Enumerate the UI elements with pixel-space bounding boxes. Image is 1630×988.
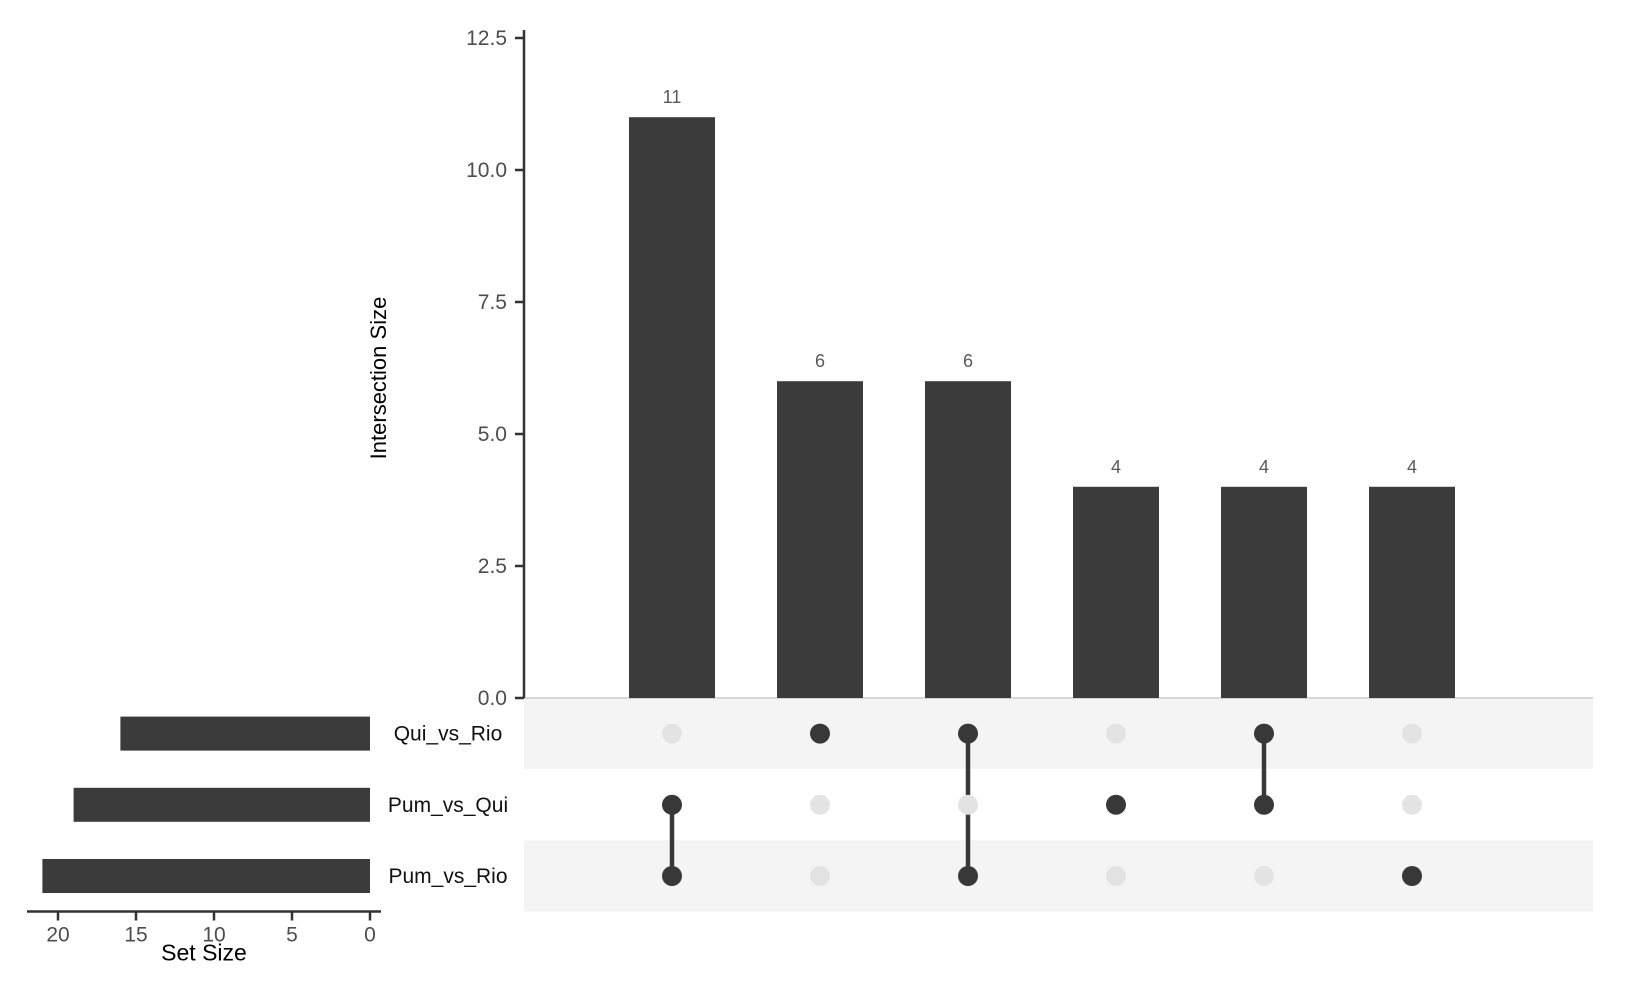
matrix-row-stripe [524, 698, 1593, 770]
matrix-dot-active [662, 794, 682, 815]
matrix-dot-active [1254, 794, 1274, 815]
matrix-dot-active [1402, 866, 1422, 886]
intersection-axis-tick-label: 2.5 [478, 555, 507, 578]
intersection-bar [629, 117, 715, 698]
intersection-bar-value-label: 11 [663, 87, 682, 107]
intersection-axis-tick-label: 7.5 [478, 291, 507, 314]
set-row-label: Pum_vs_Qui [388, 794, 508, 817]
intersection-axis-tick-label: 10.0 [466, 159, 507, 182]
set-size-bar [73, 787, 370, 822]
matrix-row-stripe [524, 840, 1593, 912]
intersection-bar [1221, 486, 1307, 698]
matrix-dot-inactive [1254, 866, 1274, 886]
intersection-axis-tick-label: 12.5 [466, 27, 507, 50]
intersection-axis-tick-label: 0.0 [478, 687, 507, 710]
set-axis-tick-label: 20 [46, 924, 69, 947]
intersection-bar-value-label: 4 [1259, 457, 1269, 477]
intersection-bar-value-label: 4 [1407, 457, 1417, 477]
matrix-dot-active [810, 723, 830, 744]
matrix-dot-inactive [1106, 866, 1126, 886]
set-axis-tick-label: 5 [286, 924, 298, 947]
matrix-dot-inactive [810, 866, 830, 886]
set-axis-tick-label: 10 [202, 924, 225, 947]
intersection-bar [777, 381, 863, 698]
set-size-axis-title: Set Size [161, 939, 247, 966]
matrix-dot-active [1254, 723, 1274, 744]
set-size-bar [42, 859, 371, 893]
intersection-bar [1369, 486, 1455, 698]
matrix-dot-active [662, 866, 682, 886]
matrix-dot-active [958, 723, 978, 744]
set-row-label: Qui_vs_Rio [394, 723, 503, 746]
intersection-bar-value-label: 6 [815, 351, 825, 371]
set-size-bar [120, 716, 371, 751]
intersection-bar-value-label: 4 [1111, 457, 1121, 477]
set-axis-tick-label: 15 [124, 924, 147, 947]
intersection-bar [1073, 486, 1159, 698]
intersection-axis-tick-label: 5.0 [478, 423, 507, 446]
matrix-dot-active [1106, 794, 1126, 815]
matrix-dot-inactive [810, 794, 830, 815]
matrix-dot-inactive [958, 794, 978, 815]
intersection-bar [925, 381, 1011, 698]
matrix-dot-inactive [1402, 723, 1422, 744]
intersection-size-axis-title: Intersection Size [366, 296, 391, 460]
matrix-dot-inactive [662, 723, 682, 744]
set-row-label: Pum_vs_Rio [388, 865, 507, 888]
set-axis-tick-label: 0 [364, 924, 376, 947]
matrix-dot-inactive [1402, 794, 1422, 815]
matrix-dot-inactive [1106, 723, 1126, 744]
intersection-bar-value-label: 6 [963, 351, 973, 371]
matrix-dot-active [958, 866, 978, 886]
